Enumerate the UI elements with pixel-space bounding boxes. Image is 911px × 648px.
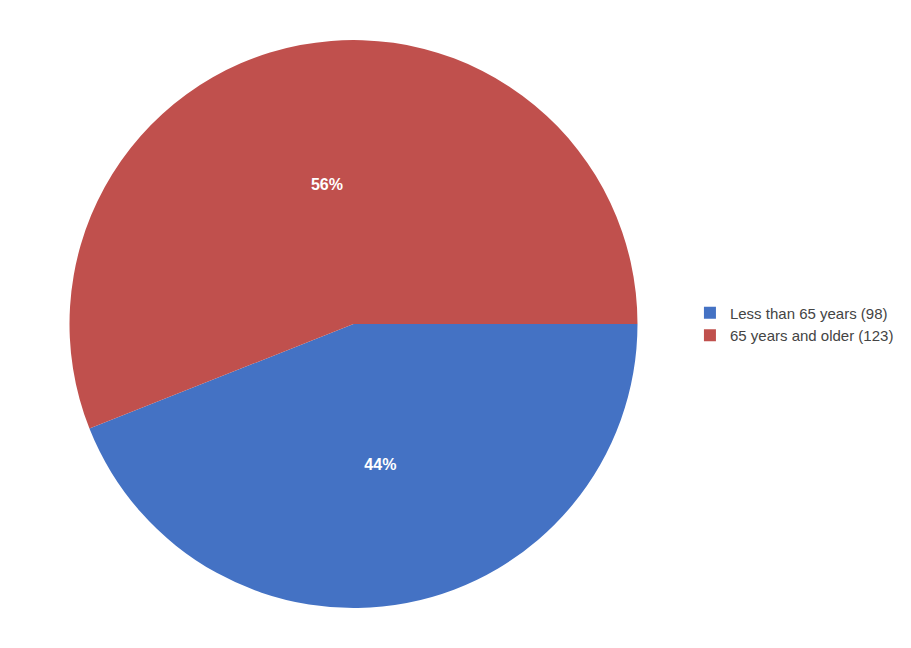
svg-text:Less than 65 years (98): Less than 65 years (98) xyxy=(730,305,888,322)
svg-text:56%: 56% xyxy=(311,176,343,193)
svg-text:44%: 44% xyxy=(364,456,396,473)
svg-text:65 years and older (123): 65 years and older (123) xyxy=(730,327,893,344)
